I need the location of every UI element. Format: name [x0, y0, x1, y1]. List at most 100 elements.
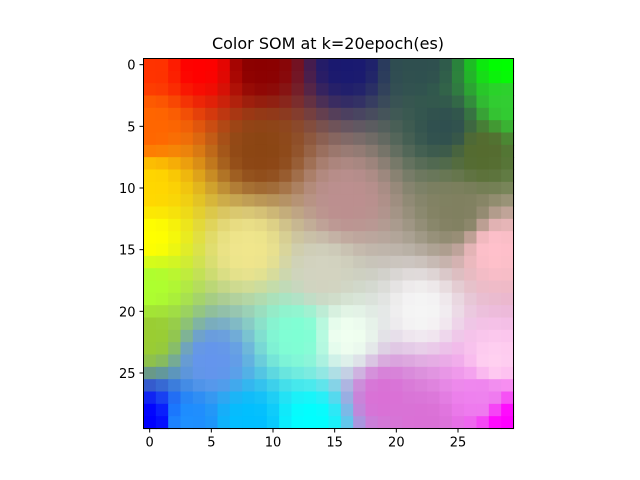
heatmap-cell — [329, 404, 342, 417]
heatmap-cell — [193, 59, 206, 72]
heatmap-cell — [279, 170, 292, 183]
heatmap-cell — [477, 157, 490, 170]
heatmap-cell — [230, 59, 243, 72]
heatmap-cell — [378, 293, 391, 306]
heatmap-cell — [353, 268, 366, 281]
heatmap-cell — [415, 231, 428, 244]
heatmap-cell — [427, 281, 440, 294]
heatmap-cell — [242, 83, 255, 96]
heatmap-cell — [477, 133, 490, 146]
heatmap-cell — [403, 256, 416, 269]
heatmap-cell — [415, 379, 428, 392]
heatmap-cell — [193, 379, 206, 392]
heatmap-cell — [378, 330, 391, 343]
heatmap-cell — [292, 244, 305, 257]
heatmap-cell — [304, 392, 317, 405]
heatmap-cell — [144, 170, 157, 183]
heatmap-cell — [353, 404, 366, 417]
heatmap-cell — [452, 342, 465, 355]
heatmap-cell — [440, 355, 453, 368]
heatmap-cell — [353, 416, 366, 429]
heatmap-cell — [378, 108, 391, 121]
heatmap-cell — [304, 367, 317, 380]
heatmap-cell — [230, 145, 243, 158]
heatmap-cell — [205, 244, 218, 257]
heatmap-cell — [440, 194, 453, 207]
heatmap-cell — [316, 133, 329, 146]
heatmap-cell — [452, 219, 465, 232]
heatmap-cell — [168, 219, 181, 232]
heatmap-cell — [452, 392, 465, 405]
heatmap-cell — [390, 231, 403, 244]
heatmap-cell — [205, 83, 218, 96]
heatmap-cell — [181, 379, 194, 392]
heatmap-cell — [242, 133, 255, 146]
heatmap-cell — [378, 182, 391, 195]
heatmap-cell — [452, 182, 465, 195]
heatmap-cell — [390, 133, 403, 146]
heatmap-cell — [230, 231, 243, 244]
heatmap-cell — [168, 392, 181, 405]
heatmap-cell — [378, 305, 391, 318]
heatmap-cell — [255, 355, 268, 368]
heatmap-cell — [378, 392, 391, 405]
heatmap-cell — [181, 293, 194, 306]
heatmap-cell — [477, 355, 490, 368]
heatmap-cell — [193, 145, 206, 158]
heatmap-cell — [316, 194, 329, 207]
heatmap-cell — [366, 293, 379, 306]
heatmap-cell — [144, 379, 157, 392]
heatmap-cell — [366, 318, 379, 331]
heatmap-cell — [242, 71, 255, 84]
heatmap-cell — [341, 367, 354, 380]
heatmap-cell — [464, 145, 477, 158]
heatmap-cell — [403, 342, 416, 355]
heatmap-cell — [168, 416, 181, 429]
heatmap-cell — [489, 207, 502, 220]
heatmap-cell — [279, 293, 292, 306]
heatmap-cell — [267, 281, 280, 294]
heatmap-cell — [168, 404, 181, 417]
heatmap-cell — [304, 355, 317, 368]
heatmap-cell — [415, 96, 428, 109]
heatmap-cell — [390, 293, 403, 306]
heatmap-cell — [390, 207, 403, 220]
heatmap-cell — [403, 207, 416, 220]
heatmap-cell — [193, 170, 206, 183]
heatmap-cell — [390, 330, 403, 343]
heatmap-cell — [156, 268, 169, 281]
heatmap-cell — [403, 244, 416, 257]
heatmap-cell — [440, 145, 453, 158]
heatmap-cell — [205, 404, 218, 417]
heatmap-cell — [501, 244, 514, 257]
heatmap-cell — [390, 244, 403, 257]
heatmap-cell — [292, 305, 305, 318]
heatmap-cell — [464, 293, 477, 306]
heatmap-cell — [181, 268, 194, 281]
heatmap-cell — [255, 59, 268, 72]
heatmap-cell — [242, 170, 255, 183]
heatmap-cell — [440, 392, 453, 405]
heatmap-cell — [168, 59, 181, 72]
heatmap-cell — [489, 59, 502, 72]
heatmap-cell — [304, 244, 317, 257]
heatmap-cell — [242, 268, 255, 281]
heatmap-cell — [242, 305, 255, 318]
heatmap-cell — [452, 379, 465, 392]
heatmap-cell — [341, 219, 354, 232]
heatmap-cell — [279, 219, 292, 232]
heatmap-cell — [205, 182, 218, 195]
y-tick-label: 20 — [119, 305, 136, 320]
heatmap-cell — [193, 71, 206, 84]
heatmap-cell — [341, 416, 354, 429]
heatmap-cell — [440, 219, 453, 232]
heatmap-cell — [366, 194, 379, 207]
heatmap-cell — [193, 367, 206, 380]
heatmap-cell — [230, 268, 243, 281]
heatmap-cell — [477, 416, 490, 429]
heatmap-cell — [218, 59, 231, 72]
heatmap-cell — [279, 416, 292, 429]
heatmap-cell — [489, 219, 502, 232]
heatmap-cell — [255, 157, 268, 170]
heatmap-cell — [353, 392, 366, 405]
